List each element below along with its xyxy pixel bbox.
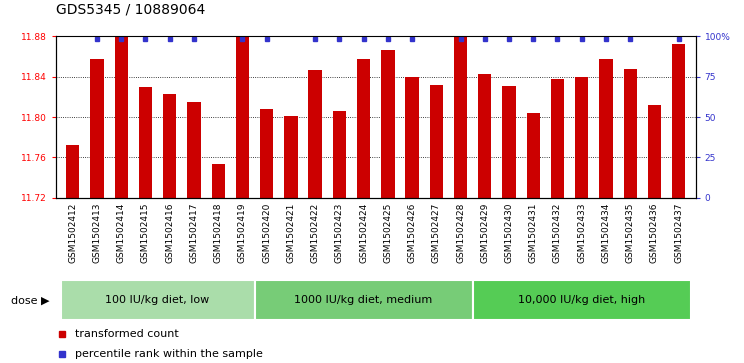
Bar [551,79,564,198]
Text: GSM1502419: GSM1502419 [238,203,247,263]
Text: GSM1502424: GSM1502424 [359,203,368,263]
Text: GSM1502423: GSM1502423 [335,203,344,263]
Bar [357,58,371,198]
Text: GSM1502415: GSM1502415 [141,203,150,263]
Bar [260,109,273,198]
Text: GSM1502428: GSM1502428 [456,203,465,263]
Bar [454,36,467,198]
Bar [139,87,152,198]
Text: GSM1502416: GSM1502416 [165,203,174,263]
Text: GSM1502422: GSM1502422 [311,203,320,263]
Bar [187,102,201,198]
Bar [163,94,176,198]
Text: 1000 IU/kg diet, medium: 1000 IU/kg diet, medium [295,295,433,305]
Text: GSM1502426: GSM1502426 [408,203,417,263]
Bar [211,163,225,198]
Text: 10,000 IU/kg diet, high: 10,000 IU/kg diet, high [518,295,645,305]
Bar [623,69,637,198]
Bar [472,280,690,321]
Bar [284,116,298,198]
Bar [600,58,612,198]
Text: GSM1502436: GSM1502436 [650,203,659,263]
Bar [90,58,103,198]
Text: GSM1502433: GSM1502433 [577,203,586,263]
Bar [333,111,346,198]
Text: GSM1502437: GSM1502437 [674,203,683,263]
Bar [405,77,419,198]
Bar [66,145,80,198]
Text: GSM1502430: GSM1502430 [504,203,513,263]
Text: dose ▶: dose ▶ [11,295,50,305]
Text: GSM1502420: GSM1502420 [262,203,271,263]
Bar [478,74,492,198]
Bar [502,86,516,198]
Text: transformed count: transformed count [75,329,179,339]
Text: GSM1502432: GSM1502432 [553,203,562,263]
Bar [672,44,685,198]
Text: GSM1502425: GSM1502425 [383,203,392,263]
Bar [381,50,394,198]
Text: GSM1502435: GSM1502435 [626,203,635,263]
Bar [575,77,589,198]
Text: GSM1502421: GSM1502421 [286,203,295,263]
Text: GSM1502413: GSM1502413 [92,203,101,263]
Text: GSM1502434: GSM1502434 [601,203,611,263]
Text: GSM1502429: GSM1502429 [481,203,490,263]
Text: percentile rank within the sample: percentile rank within the sample [75,349,263,359]
Bar [115,36,128,198]
Text: GDS5345 / 10889064: GDS5345 / 10889064 [56,2,205,16]
Bar [254,280,472,321]
Bar [648,105,661,198]
Text: 100 IU/kg diet, low: 100 IU/kg diet, low [106,295,210,305]
Bar [429,85,443,198]
Text: GSM1502414: GSM1502414 [117,203,126,263]
Bar [309,70,322,198]
Text: GSM1502427: GSM1502427 [432,203,440,263]
Bar [61,280,254,321]
Text: GSM1502431: GSM1502431 [529,203,538,263]
Bar [236,36,249,198]
Text: GSM1502418: GSM1502418 [214,203,222,263]
Text: GSM1502412: GSM1502412 [68,203,77,263]
Bar [527,113,540,198]
Text: GSM1502417: GSM1502417 [190,203,199,263]
